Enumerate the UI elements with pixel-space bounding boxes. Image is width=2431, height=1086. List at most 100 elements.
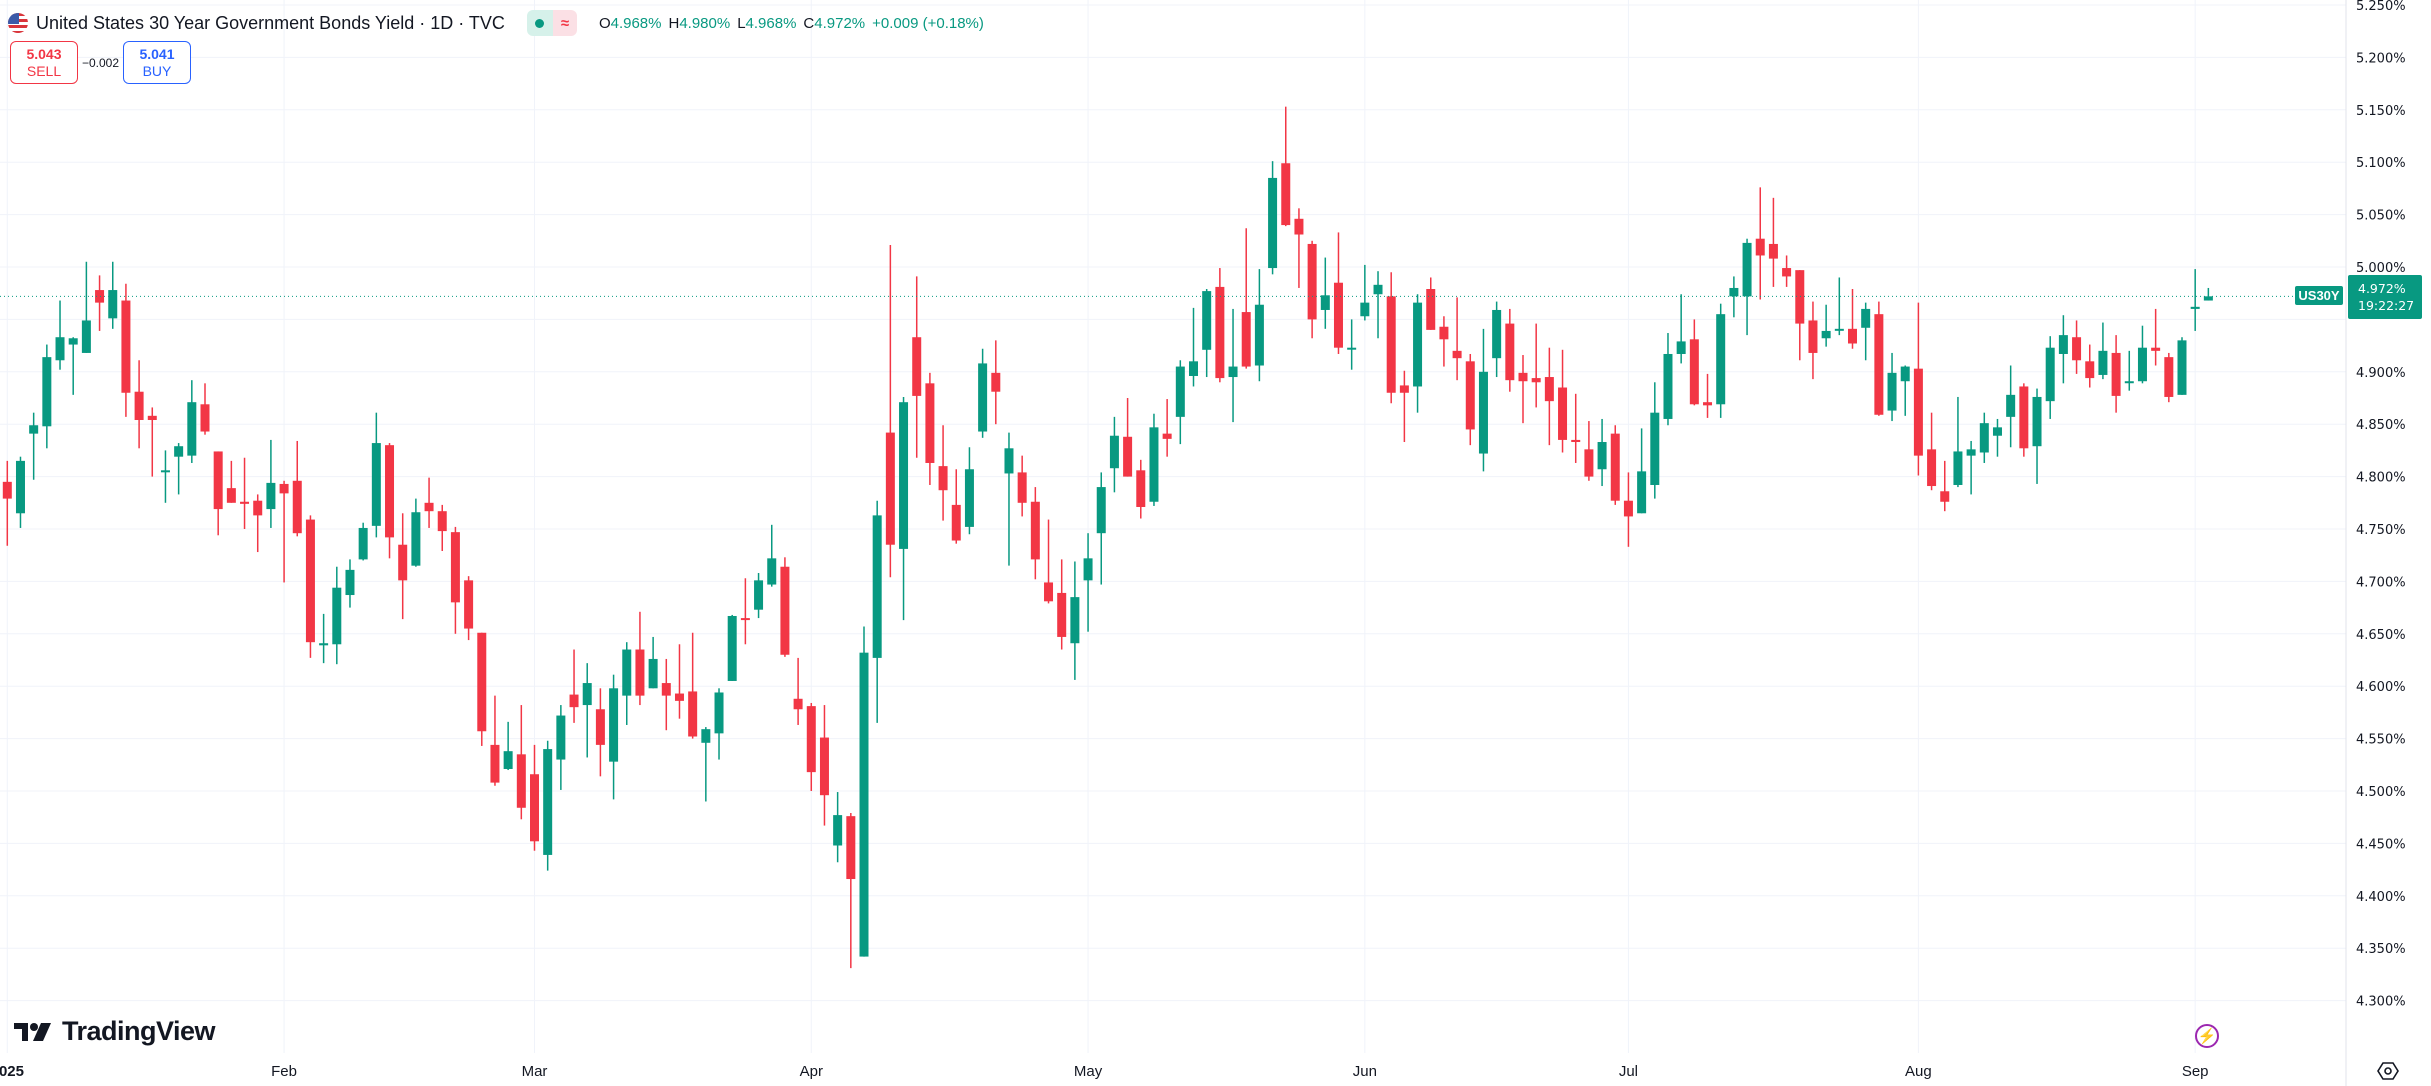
candle-down xyxy=(2111,335,2121,413)
candle-up xyxy=(556,705,566,790)
candle-body xyxy=(332,587,342,645)
candle-body xyxy=(991,372,1001,392)
price-tick-label: 4.300% xyxy=(2356,995,2406,1010)
candle-body xyxy=(371,443,381,526)
candle-body xyxy=(2019,386,2029,449)
candle-body xyxy=(1017,472,1027,503)
candle-body xyxy=(1808,320,1818,353)
candle-body xyxy=(2111,352,2121,396)
candle-down xyxy=(780,557,790,657)
candle-up xyxy=(859,626,869,957)
candle-up xyxy=(1992,418,2002,457)
candle-down xyxy=(292,440,302,537)
symbol-price-tag: US30Y xyxy=(2295,286,2343,305)
grid-lines xyxy=(0,0,2347,1086)
candle-up xyxy=(1070,561,1080,680)
candle-body xyxy=(1057,592,1067,637)
candle-body xyxy=(2164,357,2174,397)
buy-price: 5.041 xyxy=(139,45,175,62)
time-axis[interactable]: 2025 Feb Mar Apr May Jun Jul Aug Sep xyxy=(0,1063,2209,1080)
candle-body xyxy=(543,749,553,855)
candle-down xyxy=(398,513,408,620)
high-label: H xyxy=(668,14,680,32)
candle-body xyxy=(688,691,698,737)
candles xyxy=(2,106,2213,969)
candle-up xyxy=(754,573,764,619)
candle-down xyxy=(938,425,948,521)
sell-button[interactable]: 5.043 SELL xyxy=(10,41,78,84)
candle-up xyxy=(411,498,421,567)
candle-up xyxy=(833,792,843,863)
candle-up xyxy=(543,740,553,871)
candle-body xyxy=(358,527,368,560)
candle-up xyxy=(2098,322,2108,380)
candle-down xyxy=(2072,320,2082,374)
candle-down xyxy=(1623,472,1633,547)
candle-body xyxy=(859,652,869,957)
candle-down xyxy=(530,744,539,851)
candle-up xyxy=(1373,271,1383,339)
candle-down xyxy=(1452,297,1462,381)
price-tick-label: 4.800% xyxy=(2356,471,2406,486)
candle-body xyxy=(68,338,78,345)
candle-body xyxy=(569,694,579,708)
candle-body xyxy=(2085,361,2095,379)
approx-wave-icon[interactable]: ≈ xyxy=(552,10,577,36)
price-tick-label: 5.050% xyxy=(2356,209,2406,224)
candle-body xyxy=(1228,366,1238,378)
candle-down xyxy=(1281,106,1291,227)
candle-down xyxy=(793,657,803,725)
candle-up xyxy=(160,450,170,503)
candle-body xyxy=(2072,337,2082,361)
candle-body xyxy=(292,480,302,534)
candle-up xyxy=(1149,413,1159,506)
candle-body xyxy=(2,481,12,499)
candle-body xyxy=(595,709,605,745)
candle-body xyxy=(2032,396,2042,447)
candle-body xyxy=(1175,366,1185,417)
candle-down xyxy=(1294,208,1304,288)
candle-body xyxy=(464,580,474,629)
candle-body xyxy=(319,643,329,646)
candle-body xyxy=(1887,372,1897,411)
price-axis[interactable]: 5.250% 5.200% 5.150% 5.100% 5.050% 5.000% 4.90… xyxy=(2356,0,2406,1010)
symbol-title[interactable]: United States 30 Year Government Bonds Y… xyxy=(36,12,505,33)
candle-body xyxy=(1083,558,1093,581)
candle-body xyxy=(29,425,39,434)
candle-body xyxy=(1478,371,1488,454)
settings-icon[interactable] xyxy=(2377,1060,2399,1082)
candle-body xyxy=(134,391,144,421)
candle-body xyxy=(1307,243,1317,320)
candle-body xyxy=(925,383,935,463)
candle-up xyxy=(1413,294,1423,413)
candle-body xyxy=(582,683,592,706)
candle-up xyxy=(1360,264,1370,321)
candle-down xyxy=(1017,455,1027,517)
candle-down xyxy=(477,632,487,746)
candle-down xyxy=(991,340,1001,425)
candle-body xyxy=(1927,449,1937,487)
buy-button[interactable]: 5.041 BUY xyxy=(123,41,191,84)
candle-down xyxy=(951,469,961,544)
candle-body xyxy=(2058,335,2068,354)
market-open-dot-icon[interactable] xyxy=(526,10,553,36)
tradingview-logo[interactable]: TradingView xyxy=(14,1016,216,1047)
candle-body xyxy=(1979,423,1989,453)
candle-up xyxy=(2045,336,2055,419)
status-pills[interactable]: ≈ xyxy=(526,10,577,36)
candle-body xyxy=(1215,286,1225,379)
candle-up xyxy=(2058,315,2068,384)
candle-up xyxy=(1347,319,1357,370)
candle-body xyxy=(1966,449,1976,456)
candle-down xyxy=(1558,349,1568,453)
candle-up xyxy=(1175,360,1185,445)
trade-buttons: 5.043 SELL −0.002 5.041 BUY xyxy=(10,41,191,84)
candle-down xyxy=(1465,353,1475,446)
price-tick-label: 4.550% xyxy=(2356,733,2406,748)
candle-down xyxy=(424,477,434,528)
candle-body xyxy=(1768,243,1778,259)
lightning-icon[interactable]: ⚡ xyxy=(2195,1024,2219,1048)
candle-body xyxy=(1703,402,1713,406)
candle-body xyxy=(1610,433,1620,501)
